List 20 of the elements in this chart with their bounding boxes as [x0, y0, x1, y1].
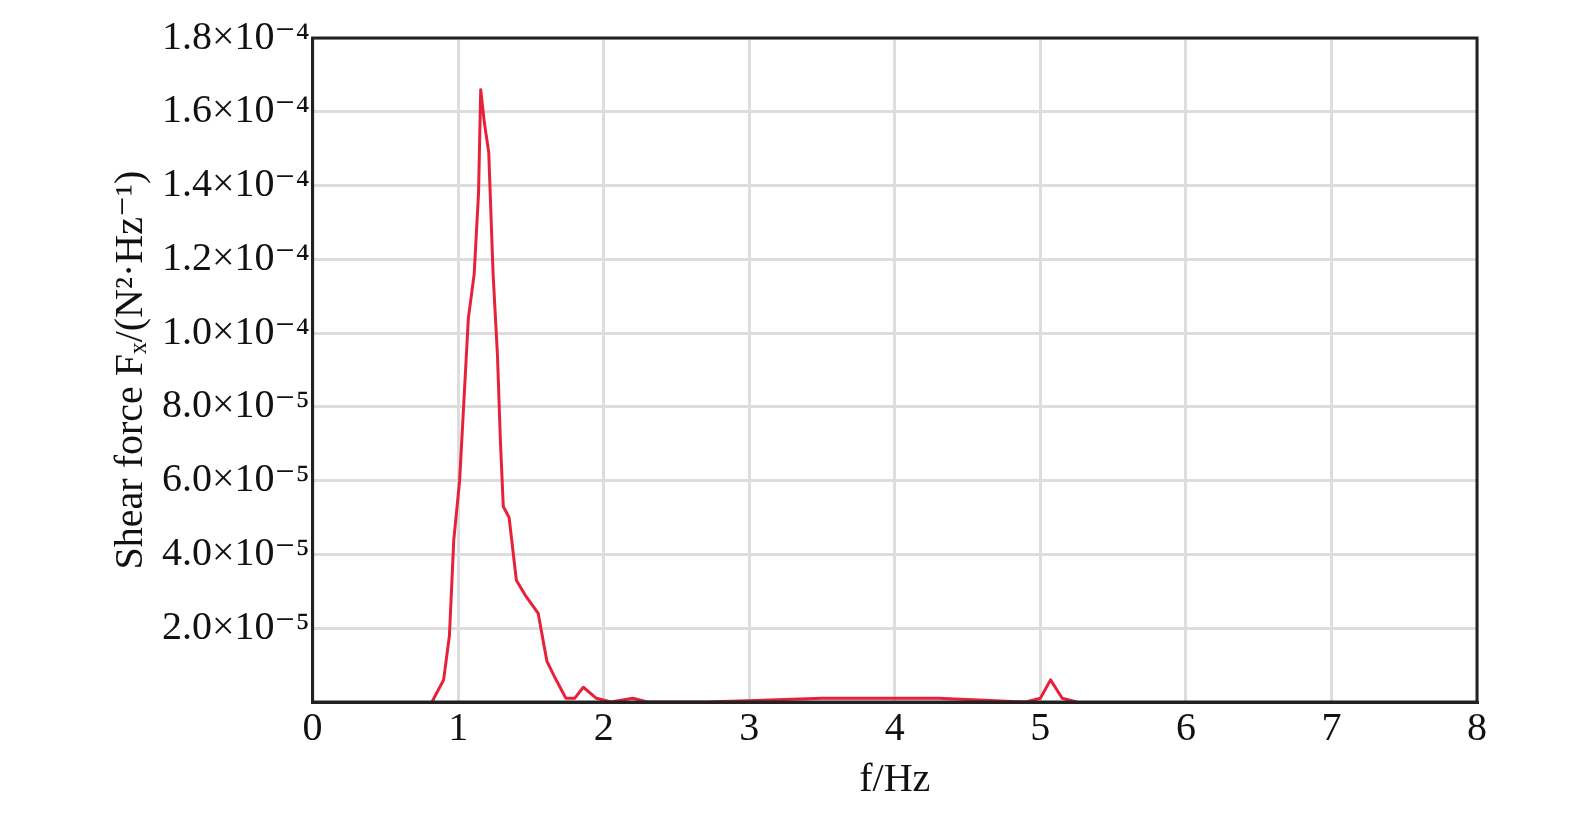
x-tick-label: 5 — [1030, 703, 1051, 749]
y-tick-label: 1.8×10⁻⁴ — [161, 12, 310, 58]
y-tick-label: 1.4×10⁻⁴ — [161, 160, 310, 206]
x-tick-label: 7 — [1321, 703, 1342, 749]
x-tick-label: 6 — [1175, 703, 1196, 749]
y-tick-label: 4.0×10⁻⁵ — [161, 528, 310, 574]
y-tick-label: 6.0×10⁻⁵ — [161, 455, 310, 501]
y-axis-title: Shear force Fₓ/(N²·Hz⁻¹) — [105, 170, 151, 570]
y-tick-label: 8.0×10⁻⁵ — [161, 381, 310, 427]
y-tick-label: 1.2×10⁻⁴ — [161, 233, 310, 279]
y-tick-label: 1.6×10⁻⁴ — [161, 86, 310, 132]
x-tick-label: 0 — [302, 703, 323, 749]
y-tick-label: 2.0×10⁻⁵ — [161, 602, 310, 648]
x-tick-label: 3 — [739, 703, 760, 749]
x-tick-label: 1 — [448, 703, 469, 749]
x-tick-label: 4 — [884, 703, 905, 749]
x-tick-label: 2 — [593, 703, 614, 749]
y-tick-label: 1.0×10⁻⁴ — [161, 307, 310, 353]
x-axis-title: f/Hz — [859, 754, 931, 800]
x-tick-label: 8 — [1467, 703, 1487, 749]
